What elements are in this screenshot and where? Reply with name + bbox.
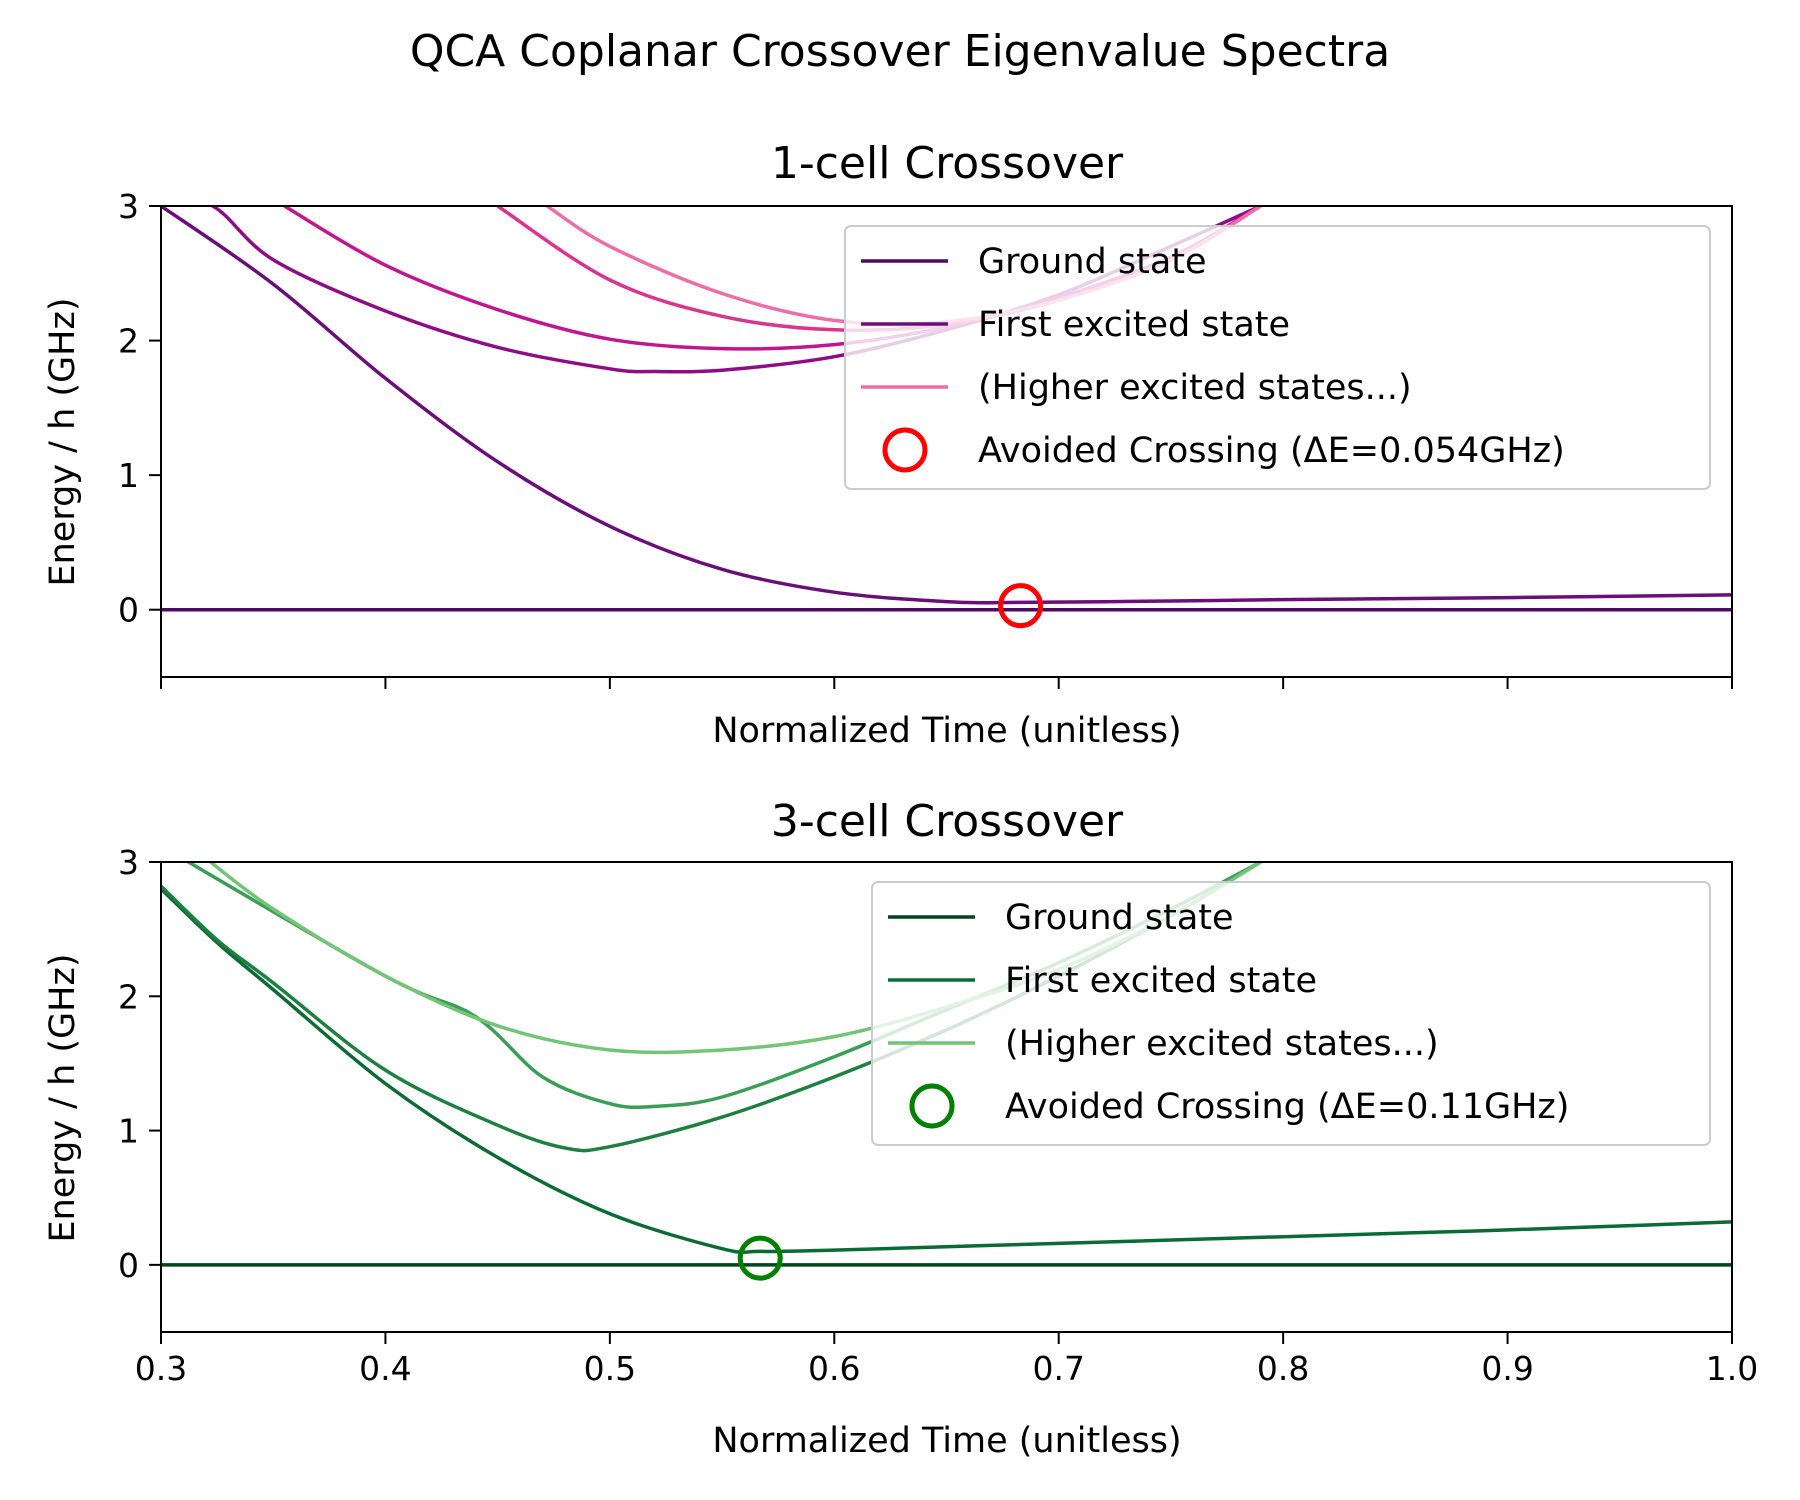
y-tick-label: 3: [118, 187, 139, 226]
y-tick-label: 0: [118, 591, 139, 630]
x-tick-label: 0.7: [1032, 1349, 1084, 1388]
panel-1-cell-crossover: 1-cell Crossover 0 1 2 3 Ground state First e…: [43, 138, 1733, 751]
y-tick-label: 1: [118, 1112, 139, 1151]
y-tick-label: 2: [118, 322, 139, 361]
panel-3-cell-crossover: 3-cell Crossover 0.3 0.4 0.5 0.6 0.7 0.8 0.9 1.…: [43, 796, 1758, 1461]
series-line-1: [161, 887, 1732, 1255]
y-axis-label: Energy / h (GHz): [43, 953, 83, 1242]
legend-circle-swatch: [882, 427, 928, 473]
legend-label: Ground state: [978, 242, 1207, 282]
series-line-1: [161, 206, 1732, 605]
x-tick-label: 0.3: [135, 1349, 187, 1388]
legend-label: (Higher excited states...): [1005, 1024, 1439, 1064]
x-tick-label: 0.4: [359, 1349, 411, 1388]
x-tick-label: 0.6: [808, 1349, 860, 1388]
panel-title: 3-cell Crossover: [771, 796, 1124, 847]
x-axis-label: Normalized Time (unitless): [712, 1421, 1181, 1461]
plot-area: 0 1 2 3 Ground state First excited state (High…: [118, 187, 1733, 689]
legend-label: First excited state: [1005, 961, 1317, 1001]
figure-title: QCA Coplanar Crossover Eigenvalue Spectr…: [410, 26, 1390, 77]
legend: Ground state First excited state (Higher e…: [871, 881, 1711, 1146]
legend-circle-swatch: [909, 1083, 955, 1129]
x-tick-label: 0.5: [584, 1349, 636, 1388]
avoided-crossing-marker: [737, 1235, 783, 1281]
legend: Ground state First excited state (Higher e…: [844, 225, 1711, 490]
x-tick-label: 1.0: [1706, 1349, 1758, 1388]
x-axis-label: Normalized Time (unitless): [712, 711, 1181, 751]
plot-area: 0.3 0.4 0.5 0.6 0.7 0.8 0.9 1.0 0 1 2 3 Ground state…: [118, 843, 1758, 1388]
axes-frame: [160, 861, 1733, 1333]
legend-label: Ground state: [1005, 898, 1234, 938]
legend-label: First excited state: [978, 305, 1290, 345]
legend-label: Avoided Crossing (ΔE=0.054GHz): [978, 431, 1565, 471]
x-tick-label: 0.9: [1481, 1349, 1533, 1388]
legend-box: [871, 881, 1711, 1146]
legend-box: [844, 225, 1711, 490]
panel-title: 1-cell Crossover: [771, 138, 1124, 189]
y-axis-label: Energy / h (GHz): [43, 297, 83, 586]
y-tick-label: 1: [118, 456, 139, 495]
avoided-crossing-marker: [998, 583, 1044, 629]
y-tick-label: 0: [118, 1246, 139, 1285]
x-tick-label: 0.8: [1257, 1349, 1309, 1388]
y-tick-label: 3: [118, 843, 139, 882]
y-tick-label: 2: [118, 977, 139, 1016]
axes-frame: [160, 205, 1733, 678]
legend-label: Avoided Crossing (ΔE=0.11GHz): [1005, 1087, 1569, 1127]
legend-label: (Higher excited states...): [978, 368, 1412, 408]
